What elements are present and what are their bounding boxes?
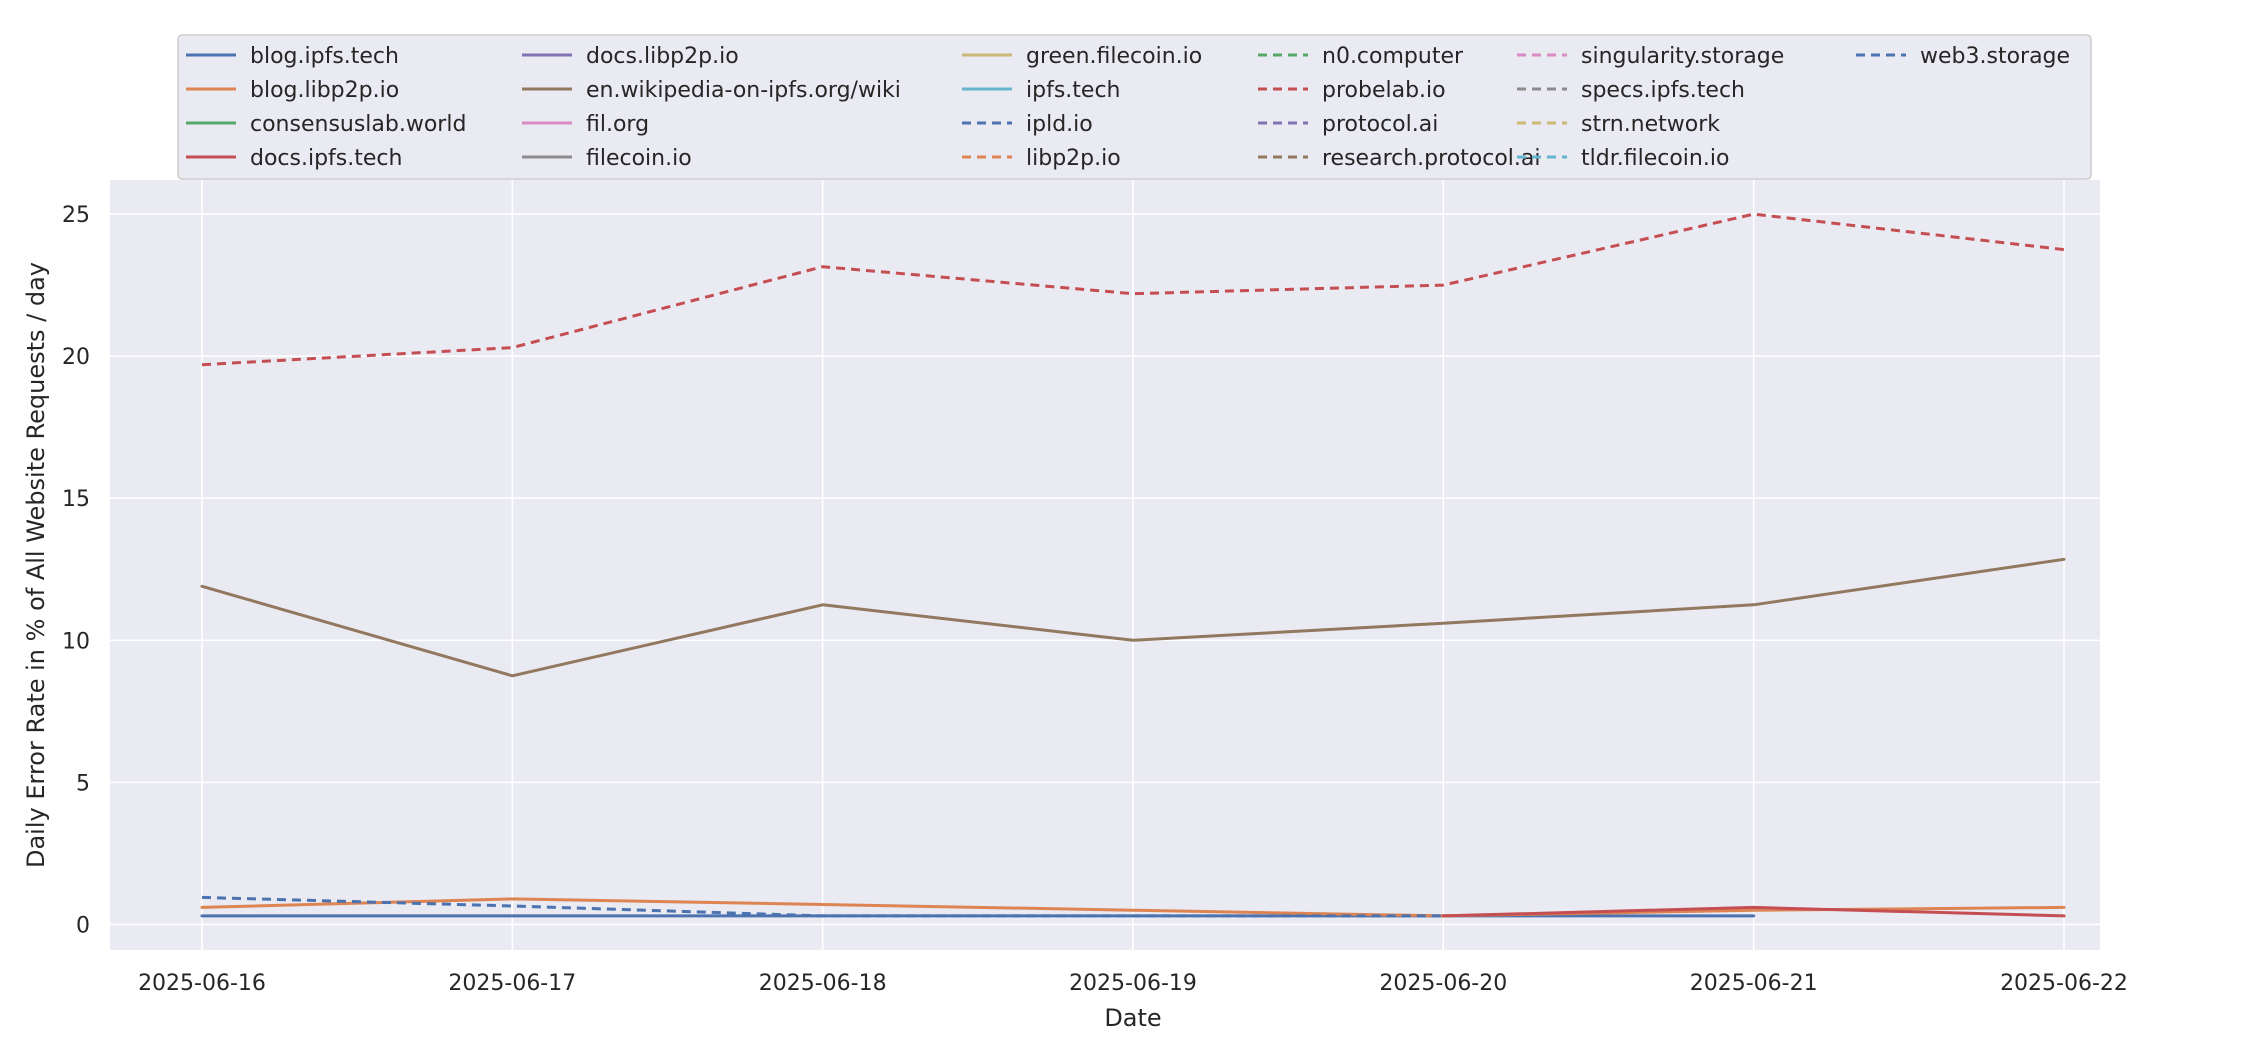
grid-lines: [110, 180, 2100, 950]
x-tick-label: 2025-06-19: [1069, 971, 1197, 996]
series-line-10: [201, 895, 1444, 918]
plot-background: [110, 180, 2100, 950]
x-tick-label: 2025-06-16: [138, 971, 266, 996]
legend-label: protocol.ai: [1322, 112, 1438, 137]
legend-label: research.protocol.ai: [1322, 146, 1541, 171]
legend-box: [177, 34, 2092, 180]
legend-label: tldr.filecoin.io: [1581, 146, 1729, 171]
x-tick-label: 2025-06-20: [1379, 971, 1507, 996]
x-tick-label: 2025-06-18: [759, 971, 887, 996]
legend-label: probelab.io: [1322, 78, 1446, 103]
series-lines: [200, 212, 2066, 918]
y-tick-label: 20: [62, 345, 90, 370]
legend-label: ipld.io: [1026, 112, 1093, 137]
legend-label: ipfs.tech: [1026, 78, 1120, 103]
legend-label: libp2p.io: [1026, 146, 1121, 171]
legend-label: filecoin.io: [586, 146, 692, 171]
legend-label: fil.org: [586, 112, 649, 137]
legend-label: strn.network: [1581, 112, 1720, 137]
series-line-3: [1441, 905, 2066, 918]
legend-label: green.filecoin.io: [1026, 44, 1202, 69]
x-axis-ticks: 2025-06-16 2025-06-17 2025-06-18 2025-06-19…: [138, 971, 2128, 996]
x-axis-label: Date: [1104, 1004, 1161, 1032]
legend-label: blog.ipfs.tech: [250, 44, 399, 69]
y-axis-ticks: 0 5 10 15 20 25: [62, 203, 90, 938]
x-tick-label: 2025-06-21: [1690, 971, 1818, 996]
legend-label: docs.libp2p.io: [586, 44, 739, 69]
y-tick-label: 5: [76, 771, 90, 796]
series-line-1: [200, 897, 2066, 918]
y-tick-label: 15: [62, 487, 90, 512]
x-tick-label: 2025-06-22: [2000, 971, 2128, 996]
legend-label: specs.ipfs.tech: [1581, 78, 1745, 103]
legend-label: web3.storage: [1920, 44, 2070, 69]
legend-label: n0.computer: [1322, 44, 1464, 69]
legend-label: en.wikipedia-on-ipfs.org/wiki: [586, 78, 901, 103]
legend-label: docs.ipfs.tech: [250, 146, 402, 171]
x-tick-label: 2025-06-17: [448, 971, 576, 996]
y-tick-label: 10: [62, 629, 90, 654]
series-line-5: [200, 557, 2066, 678]
y-tick-label: 25: [62, 203, 90, 228]
y-tick-label: 0: [76, 913, 90, 938]
legend-label: consensuslab.world: [250, 112, 466, 137]
y-axis-label: Daily Error Rate in % of All Website Req…: [22, 262, 50, 868]
legend: blog.ipfs.tech blog.libp2p.io consensuslab…: [177, 34, 2092, 180]
legend-label: blog.libp2p.io: [250, 78, 399, 103]
legend-label: singularity.storage: [1581, 44, 1784, 69]
